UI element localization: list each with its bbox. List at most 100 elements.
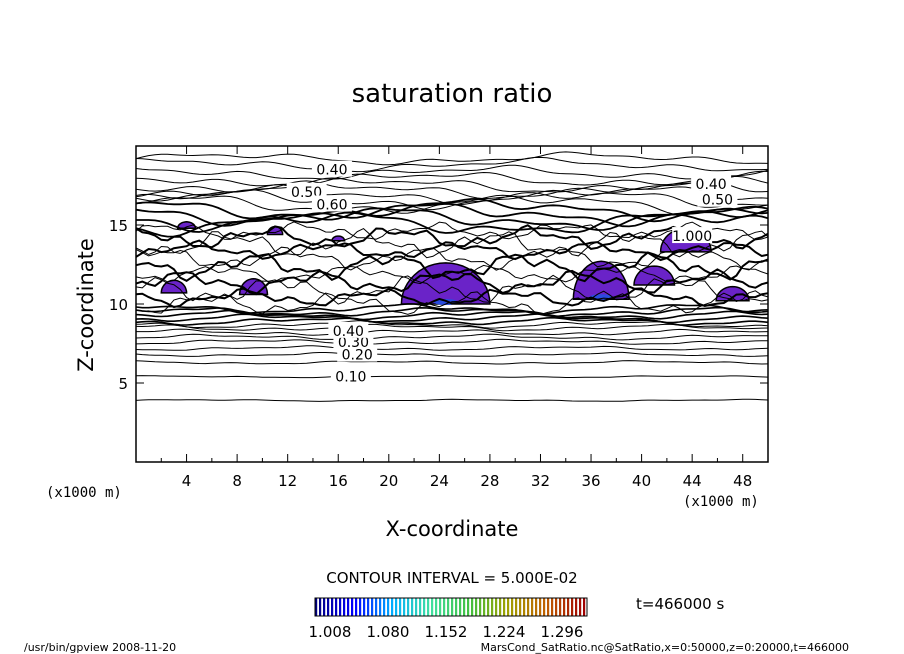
- colorbar-swatch: [315, 598, 318, 616]
- contour-line: [135, 375, 769, 379]
- x-tick-label: 8: [232, 472, 242, 490]
- colorbar-swatch: [419, 598, 422, 616]
- colorbar-swatch: [519, 598, 522, 616]
- x-tick-label: 36: [581, 472, 600, 490]
- colorbar-swatch: [379, 598, 382, 616]
- colorbar-swatch: [459, 598, 462, 616]
- colorbar-swatch: [367, 598, 370, 616]
- y-unit-label: (x1000 m): [46, 485, 122, 501]
- colorbar-swatch: [327, 598, 330, 616]
- footer-right: MarsCond_SatRatio.nc@SatRatio,x=0:50000,…: [481, 641, 849, 654]
- colorbar-swatch: [399, 598, 402, 616]
- contour-label: 0.20: [342, 348, 373, 364]
- contour-label: 0.50: [702, 193, 733, 209]
- colorbar-swatch: [347, 598, 350, 616]
- colorbar-swatch: [323, 598, 326, 616]
- contour-line: [135, 274, 769, 305]
- colorbar-swatch: [411, 598, 414, 616]
- colorbar-swatch: [363, 598, 366, 616]
- colorbar-swatch: [491, 598, 494, 616]
- contour-label-bg: [691, 174, 732, 191]
- colorbar-swatch: [575, 598, 578, 616]
- colorbar-swatch: [423, 598, 426, 616]
- contour-line: [135, 345, 769, 351]
- colorbar-swatch: [487, 598, 490, 616]
- colorbar-swatch: [547, 598, 550, 616]
- colorbar-swatch: [351, 598, 354, 616]
- y-tick-label: 15: [109, 217, 128, 235]
- contour-line: [135, 239, 769, 262]
- colorbar: [315, 598, 586, 616]
- contour-line: [135, 333, 769, 341]
- colorbar-swatch: [355, 598, 358, 616]
- colorbar-swatch: [403, 598, 406, 616]
- contour-line: [135, 224, 769, 250]
- x-tick-label: 44: [683, 472, 702, 490]
- x-tick-label: 32: [531, 472, 550, 490]
- contour-line: [135, 151, 769, 166]
- colorbar-swatch: [475, 598, 478, 616]
- contour-line: [135, 264, 769, 285]
- contour-labels: 0.400.400.50 0.500.600.100.200.300.401.00…: [286, 160, 738, 386]
- colorbar-swatch: [383, 598, 386, 616]
- contour-label: 0.60: [316, 197, 347, 213]
- colorbar-swatch: [471, 598, 474, 616]
- colorbar-swatch: [371, 598, 374, 616]
- colorbar-swatch: [551, 598, 554, 616]
- contour-line: [135, 170, 769, 187]
- contour-label-bg: [311, 195, 352, 212]
- colorbar-swatch: [479, 598, 482, 616]
- colorbar-swatch: [427, 598, 430, 616]
- colorbar-tick-label: 1.296: [541, 623, 584, 641]
- y-tick-label: 5: [118, 375, 128, 393]
- colorbar-swatch: [563, 598, 566, 616]
- contour-label-bg: [330, 367, 371, 384]
- y-axis-label: Z-coordinate: [74, 238, 98, 372]
- colorbar-swatch: [395, 598, 398, 616]
- x-tick-label: 40: [632, 472, 651, 490]
- colorbar-swatch: [535, 598, 538, 616]
- contour-label: 0.30: [338, 335, 369, 351]
- cloud-region-right: [715, 285, 750, 302]
- colorbar-tick-label: 1.008: [309, 623, 352, 641]
- contour-line: [135, 323, 769, 332]
- colorbar-swatch: [447, 598, 450, 616]
- x-tick-label: 48: [733, 472, 752, 490]
- colorbar-frame: [314, 597, 588, 617]
- contour-line: [135, 287, 769, 309]
- colorbar-swatch: [435, 598, 438, 616]
- contour-line: [135, 156, 769, 173]
- contour-line: [135, 189, 769, 211]
- footer-left: /usr/bin/gpview 2008-11-20: [24, 641, 176, 654]
- colorbar-swatch: [319, 598, 322, 616]
- colorbar-swatch: [495, 598, 498, 616]
- x-tick-label: 12: [278, 472, 297, 490]
- colorbar-swatch: [415, 598, 418, 616]
- colorbar-tick-labels: 1.008 1.080 1.152 1.224 1.296: [309, 623, 584, 641]
- contour-label-bg: [328, 321, 369, 338]
- contour-line: [135, 313, 769, 324]
- x-tick-label: 28: [480, 472, 499, 490]
- contour-label: 0.40: [696, 177, 727, 193]
- contour-line: [135, 306, 769, 318]
- contour-line: [135, 351, 769, 357]
- colorbar-swatch: [407, 598, 410, 616]
- colorbar-swatch: [503, 598, 506, 616]
- contour-line: [135, 197, 769, 223]
- colorbar-swatch: [571, 598, 574, 616]
- colorbar-swatch: [555, 598, 558, 616]
- x-tick-label: 20: [379, 472, 398, 490]
- y-tick-label: 10: [109, 296, 128, 314]
- colorbar-swatch: [463, 598, 466, 616]
- colorbar-swatch: [511, 598, 514, 616]
- contour-line: [135, 164, 769, 180]
- contour-line: [135, 291, 769, 316]
- colorbar-swatch: [387, 598, 390, 616]
- x-tick-label: 4: [182, 472, 192, 490]
- colorbar-swatch: [443, 598, 446, 616]
- colorbar-swatch: [343, 598, 346, 616]
- contour-line: [135, 228, 769, 259]
- contour-interval-text: CONTOUR INTERVAL = 5.000E-02: [326, 569, 577, 587]
- contour-line: [135, 398, 769, 402]
- contour-line: [135, 303, 769, 315]
